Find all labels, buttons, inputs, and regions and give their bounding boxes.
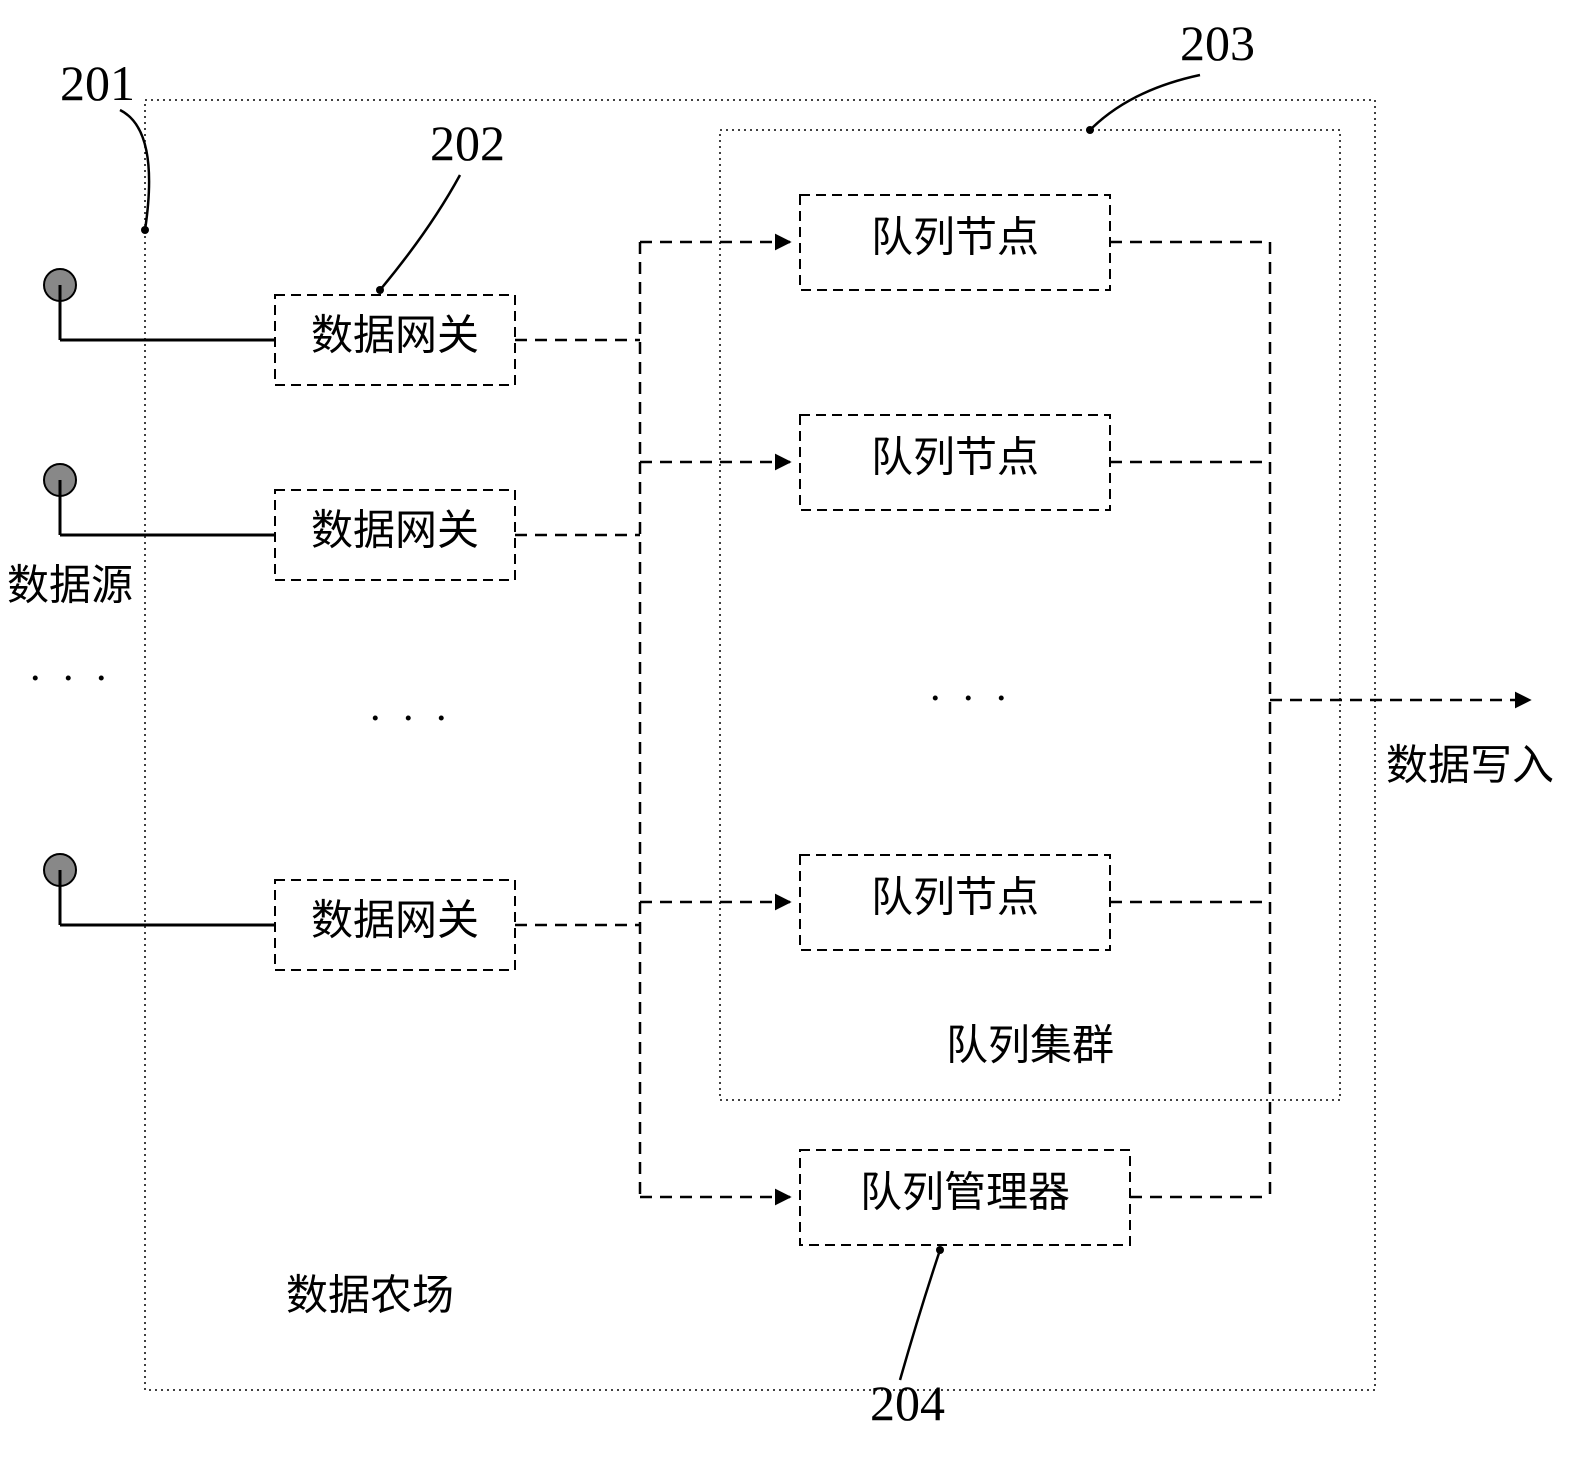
queue-node-label-2: 队列节点 [871, 436, 1039, 482]
svg-text:202: 202 [430, 115, 505, 171]
gateway-label-3: 数据网关 [311, 899, 479, 945]
queue-node-label-1: 队列节点 [871, 216, 1039, 262]
gateway-label-1: 数据网关 [311, 314, 479, 360]
ref-201: 201 [60, 55, 149, 234]
gateway-to-bus [515, 242, 790, 1197]
data-write-label: 数据写入 [1386, 744, 1554, 790]
gateway-ellipsis: . . . [370, 684, 453, 730]
svg-text:201: 201 [60, 55, 135, 111]
data-source-ellipsis: . . . [30, 644, 113, 690]
queue-ellipsis: . . . [930, 664, 1013, 710]
queue-nodes: 队列节点 队列节点 队列节点 [800, 195, 1110, 950]
queue-to-right-bus [1110, 242, 1530, 1197]
queue-cluster-label: 队列集群 [946, 1024, 1114, 1070]
ref-203: 203 [1086, 15, 1255, 134]
data-farm-label: 数据农场 [286, 1274, 454, 1320]
data-source-label: 数据源 [7, 564, 133, 610]
svg-text:204: 204 [870, 1375, 945, 1431]
gateway-label-2: 数据网关 [311, 509, 479, 555]
ref-202: 202 [376, 115, 505, 294]
queue-node-label-3: 队列节点 [871, 876, 1039, 922]
gateways: 数据网关 数据网关 数据网关 [275, 295, 515, 970]
queue-manager-label: 队列管理器 [860, 1171, 1070, 1217]
svg-text:203: 203 [1180, 15, 1255, 71]
queue-cluster-box [720, 130, 1340, 1100]
ref-204: 204 [870, 1246, 945, 1431]
